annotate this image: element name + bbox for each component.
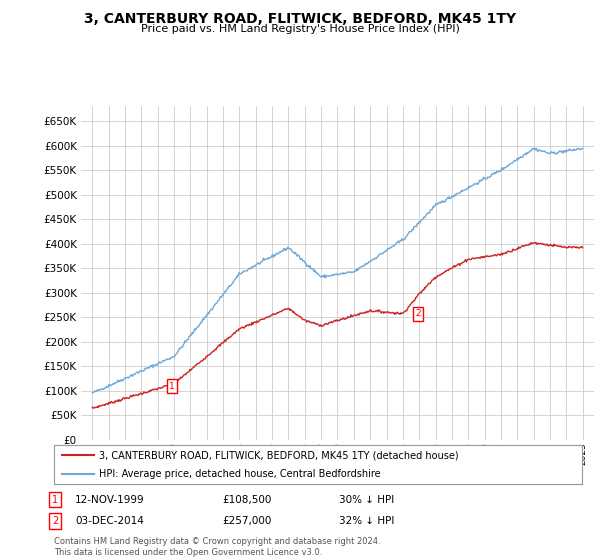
- Text: Price paid vs. HM Land Registry's House Price Index (HPI): Price paid vs. HM Land Registry's House …: [140, 24, 460, 34]
- Text: 3, CANTERBURY ROAD, FLITWICK, BEDFORD, MK45 1TY (detached house): 3, CANTERBURY ROAD, FLITWICK, BEDFORD, M…: [99, 450, 458, 460]
- Text: 1: 1: [52, 494, 58, 505]
- Text: 2: 2: [52, 516, 58, 526]
- Text: 03-DEC-2014: 03-DEC-2014: [75, 516, 144, 526]
- Text: £108,500: £108,500: [222, 494, 271, 505]
- Text: 2: 2: [415, 309, 421, 318]
- Text: 3, CANTERBURY ROAD, FLITWICK, BEDFORD, MK45 1TY: 3, CANTERBURY ROAD, FLITWICK, BEDFORD, M…: [84, 12, 516, 26]
- Text: HPI: Average price, detached house, Central Bedfordshire: HPI: Average price, detached house, Cent…: [99, 469, 380, 479]
- Text: 1: 1: [169, 382, 175, 391]
- Text: 30% ↓ HPI: 30% ↓ HPI: [339, 494, 394, 505]
- Text: 12-NOV-1999: 12-NOV-1999: [75, 494, 145, 505]
- Text: 32% ↓ HPI: 32% ↓ HPI: [339, 516, 394, 526]
- Text: Contains HM Land Registry data © Crown copyright and database right 2024.
This d: Contains HM Land Registry data © Crown c…: [54, 537, 380, 557]
- Text: £257,000: £257,000: [222, 516, 271, 526]
